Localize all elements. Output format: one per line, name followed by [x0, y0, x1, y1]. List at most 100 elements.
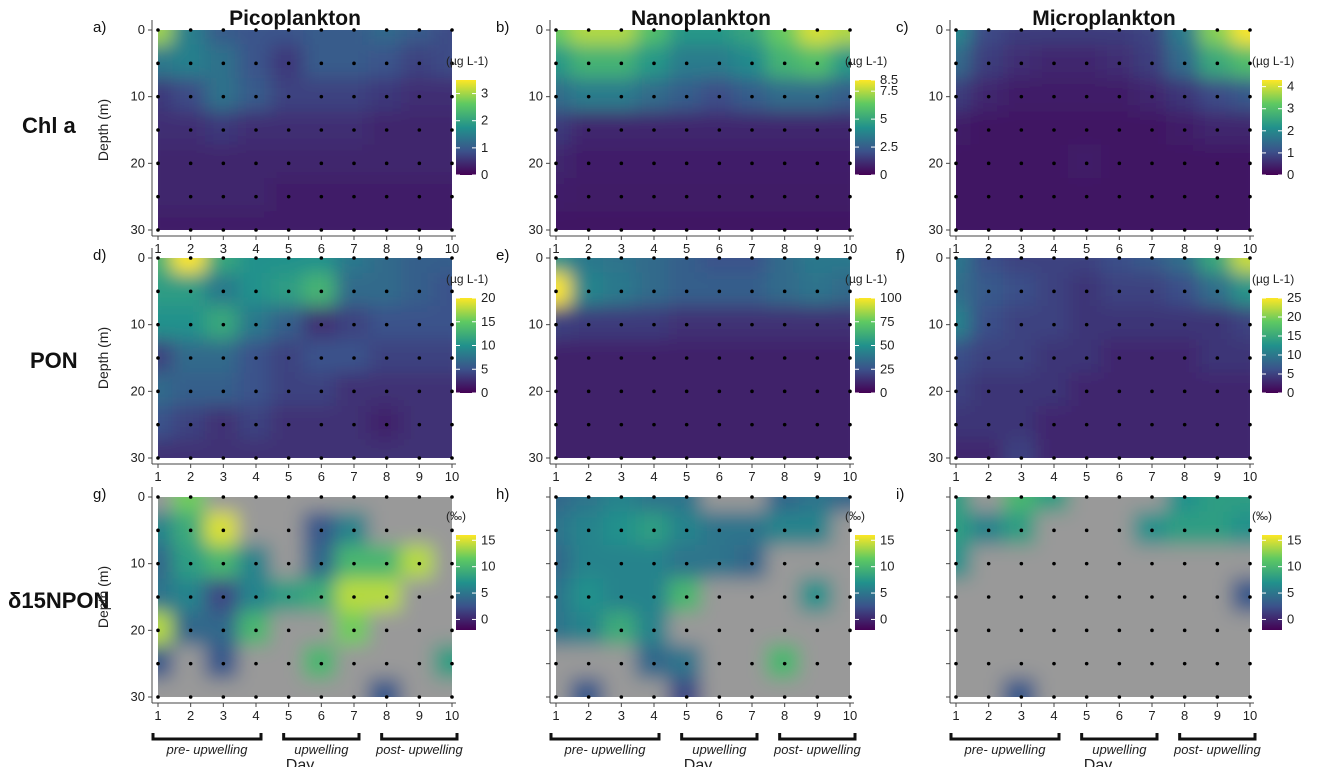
- sample-point: [1084, 161, 1089, 166]
- sample-point: [619, 322, 624, 327]
- colorbar-unit: (µg L-1): [845, 272, 887, 286]
- heat-cell: [556, 611, 575, 649]
- sample-point: [188, 495, 193, 499]
- y-tick-label: 10: [131, 556, 145, 571]
- heat-cell: [556, 258, 575, 277]
- sample-point: [1019, 28, 1024, 32]
- sample-point: [1117, 528, 1122, 533]
- sample-point: [221, 61, 226, 66]
- sample-point: [717, 528, 722, 533]
- x-tick-label: 5: [683, 241, 690, 256]
- heat-cell: [831, 144, 850, 182]
- sample-point: [319, 289, 324, 294]
- sample-point: [1150, 561, 1154, 566]
- heat-cell: [1199, 30, 1236, 49]
- heat-cell: [1133, 258, 1171, 277]
- sample-point: [848, 495, 852, 499]
- sample-point: [652, 422, 656, 427]
- sample-point: [384, 495, 389, 499]
- heat-cell: [433, 511, 452, 549]
- sample-point: [619, 595, 624, 599]
- sample-point: [1182, 422, 1187, 427]
- sample-point: [417, 61, 422, 66]
- sample-point: [1019, 561, 1024, 566]
- sample-point: [1182, 528, 1187, 533]
- sample-point: [750, 128, 754, 132]
- sample-point: [619, 456, 624, 460]
- sample-point: [1182, 561, 1187, 566]
- heatmap-c: [956, 30, 1250, 230]
- sample-point: [417, 561, 422, 566]
- sample-point: [750, 28, 754, 32]
- sample-point: [1182, 695, 1187, 699]
- sample-point: [1117, 128, 1122, 132]
- sample-point: [717, 194, 722, 199]
- heat-cell: [831, 258, 850, 277]
- heat-cell: [766, 497, 803, 516]
- heat-cell: [831, 439, 850, 458]
- sample-point: [254, 228, 258, 232]
- sample-point: [848, 161, 852, 166]
- x-tick-label: 8: [1181, 241, 1188, 256]
- sample-point: [450, 128, 454, 132]
- sample-point: [619, 356, 624, 360]
- sample-point: [848, 256, 852, 260]
- sample-point: [750, 289, 754, 294]
- heat-cell: [831, 511, 850, 549]
- heat-cell: [433, 30, 452, 49]
- x-tick-label: 1: [952, 708, 959, 723]
- x-tick-label: 3: [1018, 241, 1025, 256]
- sample-point: [254, 256, 258, 260]
- sample-point: [319, 495, 324, 499]
- sample-point: [586, 695, 591, 699]
- sample-point: [1248, 595, 1252, 599]
- heat-cell: [556, 44, 575, 82]
- heat-cell: [831, 611, 850, 649]
- sample-point: [586, 128, 591, 132]
- heat-cell: [1068, 211, 1105, 230]
- heat-cell: [158, 497, 177, 516]
- sample-point: [450, 28, 454, 32]
- heat-cell: [205, 30, 242, 49]
- sample-point: [450, 561, 454, 566]
- x-tick-label: 6: [716, 241, 723, 256]
- sample-point: [717, 256, 722, 260]
- sample-point: [1052, 695, 1056, 699]
- sample-point: [221, 194, 226, 199]
- y-tick-label: 0: [138, 489, 145, 504]
- heat-cell: [831, 545, 850, 583]
- x-tick-label: 1: [552, 241, 559, 256]
- colorbar-tick-label: 10: [1287, 347, 1301, 362]
- sample-point: [1215, 61, 1220, 66]
- heat-cell: [1133, 211, 1171, 230]
- sample-point: [1150, 356, 1154, 360]
- sample-point: [450, 322, 454, 327]
- sample-point: [684, 422, 689, 427]
- sample-point: [188, 61, 193, 66]
- y-tick-label: 0: [936, 250, 943, 265]
- x-tick-label: 4: [650, 708, 657, 723]
- phase-brackets: pre- upwelling upwelling post- upwelling Da…: [151, 733, 1261, 767]
- sample-point: [684, 128, 689, 132]
- heat-cell: [1199, 258, 1236, 277]
- sample-point: [1150, 228, 1154, 232]
- heat-cell: [158, 144, 177, 182]
- y-tick-label: 20: [529, 383, 543, 398]
- sample-point: [684, 28, 689, 32]
- sample-point: [815, 661, 820, 666]
- x-tick-label: 10: [843, 241, 857, 256]
- sample-point: [188, 28, 193, 32]
- heat-cell: [556, 306, 575, 344]
- sample-point: [1215, 94, 1220, 99]
- heat-cell: [956, 372, 975, 410]
- heat-cell: [1068, 258, 1105, 277]
- y-tick-label: 30: [131, 689, 145, 704]
- x-tick-label: 3: [1018, 469, 1025, 484]
- x-tick-label: 5: [1083, 469, 1090, 484]
- sample-point: [717, 289, 722, 294]
- colorbar-tick-label: 5: [481, 361, 488, 376]
- sample-point: [1117, 194, 1122, 199]
- sample-point: [254, 661, 258, 666]
- y-tick-label: 20: [929, 155, 943, 170]
- colorbar-tick-label: 2: [1287, 123, 1294, 138]
